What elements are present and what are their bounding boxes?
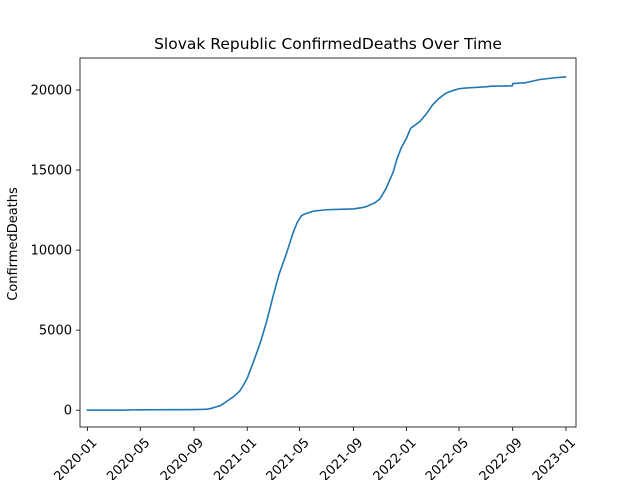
y-tick-label: 15000 <box>31 164 72 179</box>
y-tick-label: 5000 <box>39 324 72 339</box>
x-axis: 2020-01 2020-05 2020-09 2021-01 2021-05 2021-… <box>51 427 579 480</box>
y-tick-label: 20000 <box>31 84 72 99</box>
x-tick-label: 2022-01 <box>371 435 420 480</box>
series-group <box>86 76 567 411</box>
x-tick-label: 2020-01 <box>51 435 100 480</box>
plot-area <box>79 57 577 428</box>
y-tick-label: 10000 <box>31 244 72 259</box>
y-tick-label: 0 <box>64 404 72 419</box>
y-axis: 0 5000 10000 15000 20000 <box>31 84 80 419</box>
chart-title: Slovak Republic ConfirmedDeaths Over Tim… <box>154 35 502 53</box>
x-tick-label: 2021-09 <box>317 435 366 480</box>
x-tick-label: 2020-05 <box>104 435 153 480</box>
series-line <box>86 76 567 411</box>
y-axis-title: ConfirmedDeaths <box>6 187 21 301</box>
x-tick-label: 2022-05 <box>423 435 472 480</box>
x-tick-label: 2021-05 <box>264 435 313 480</box>
x-tick-label: 2020-09 <box>158 435 207 480</box>
x-tick-label: 2021-01 <box>211 435 260 480</box>
x-tick-label: 2022-09 <box>477 435 526 480</box>
x-tick-label: 2023-01 <box>530 435 579 480</box>
